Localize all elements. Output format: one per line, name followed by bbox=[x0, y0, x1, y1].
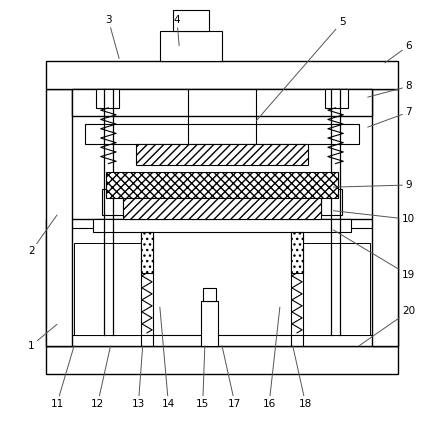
Bar bbox=[46, 219, 398, 346]
Text: 13: 13 bbox=[132, 346, 145, 408]
Bar bbox=[72, 89, 372, 117]
Text: 18: 18 bbox=[293, 346, 312, 408]
Text: 19: 19 bbox=[333, 230, 415, 280]
Bar bbox=[203, 288, 216, 301]
Bar bbox=[102, 189, 123, 215]
Text: 15: 15 bbox=[196, 346, 209, 408]
Bar bbox=[95, 89, 119, 108]
Text: 17: 17 bbox=[222, 346, 242, 408]
Bar bbox=[303, 243, 370, 335]
Text: 8: 8 bbox=[368, 81, 412, 97]
Text: 5: 5 bbox=[256, 17, 345, 121]
Text: 3: 3 bbox=[105, 15, 119, 58]
Bar bbox=[160, 31, 222, 61]
Bar bbox=[201, 301, 218, 346]
Text: 12: 12 bbox=[91, 346, 111, 408]
Bar bbox=[63, 228, 381, 335]
Text: 7: 7 bbox=[368, 107, 412, 127]
Bar bbox=[46, 346, 398, 374]
Bar bbox=[173, 10, 209, 31]
Bar bbox=[136, 144, 308, 165]
Bar bbox=[93, 219, 351, 232]
Text: 4: 4 bbox=[174, 15, 180, 46]
Text: 16: 16 bbox=[262, 307, 280, 408]
Bar bbox=[85, 124, 359, 144]
Text: 10: 10 bbox=[333, 211, 415, 224]
Bar bbox=[46, 61, 398, 89]
Bar bbox=[321, 189, 342, 215]
Text: 20: 20 bbox=[359, 307, 415, 346]
Bar bbox=[46, 89, 72, 346]
Text: 2: 2 bbox=[28, 215, 57, 256]
Text: 9: 9 bbox=[333, 180, 412, 190]
Bar bbox=[372, 89, 398, 346]
Bar bbox=[141, 232, 154, 273]
Bar bbox=[325, 89, 349, 108]
Text: 14: 14 bbox=[160, 307, 175, 408]
Text: 1: 1 bbox=[28, 324, 57, 351]
Text: 11: 11 bbox=[50, 346, 74, 408]
Bar bbox=[123, 198, 321, 219]
Bar bbox=[74, 243, 141, 335]
Bar bbox=[106, 172, 338, 198]
Text: 6: 6 bbox=[385, 41, 412, 63]
Bar bbox=[290, 232, 303, 273]
